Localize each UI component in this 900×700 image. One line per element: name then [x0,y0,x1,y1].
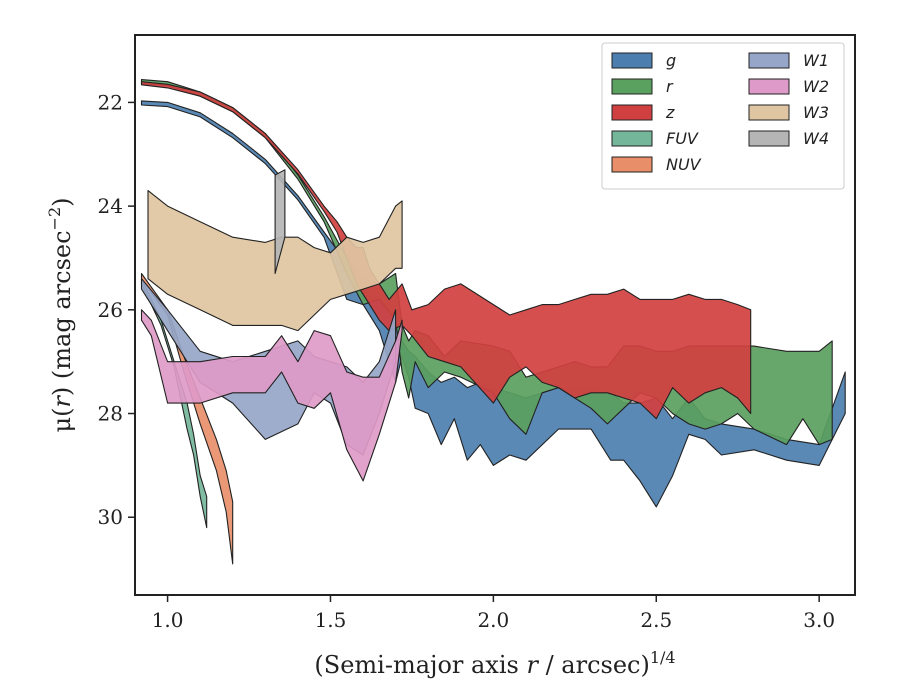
legend-label-w3: W3 [803,103,829,122]
legend-label-r: r [666,77,674,96]
y-tick-label: 30 [98,505,123,529]
legend-label-w1: W1 [803,51,829,70]
x-tick-label: 3.0 [803,608,835,632]
series-bands [140,79,846,565]
y-tick-label: 22 [98,90,123,114]
band-w2 [140,309,403,482]
x-tick-label: 2.5 [640,608,672,632]
legend-swatch-nuv [611,156,653,173]
y-tick-label: 28 [98,402,123,426]
y-axis-label-post: ) [48,197,76,206]
legend-label-w2: W2 [803,77,829,96]
x-tick-label: 1.0 [152,608,184,632]
legend: grz FUV NUV W1 W2 W3 W4 [601,42,845,190]
x-axis-ticks: 1.0 1.5 2.0 2.5 3.0 [152,595,835,632]
legend-swatch-w2 [748,78,790,95]
plot-frame [134,34,856,596]
x-axis-label-pre: (Semi-major axis [314,651,526,679]
y-axis-label-var: r [48,395,76,408]
y-tick-label: 26 [98,298,123,322]
band-w4 [274,169,286,275]
y-axis-label-mid: ) (mag arcsec [48,230,76,396]
x-axis-label-sup: 1/4 [650,648,676,667]
legend-swatch-fuv [611,130,653,147]
legend-swatch-w3 [748,104,790,121]
x-axis-label-var: r [526,651,539,679]
legend-label-w4: W4 [803,129,829,148]
x-axis-label-post: / arcsec) [538,651,650,679]
y-axis-ticks: 22 24 26 28 30 [98,90,135,529]
legend-swatch-w1 [748,52,790,69]
legend-swatch-z [611,104,653,121]
y-axis-label: μ(r) (mag arcsec−2) [45,197,76,432]
legend-label-g: g [666,51,676,70]
x-tick-label: 1.5 [315,608,347,632]
legend-label-nuv: NUV [666,155,702,174]
legend-label-z: z [665,103,675,122]
x-axis-label: (Semi-major axis r / arcsec)1/4 [314,648,675,679]
legend-swatch-w4 [748,130,790,147]
x-tick-label: 2.0 [477,608,509,632]
y-axis-label-pre: μ( [48,408,76,433]
legend-label-fuv: FUV [666,129,699,148]
y-tick-label: 24 [98,194,123,218]
legend-swatch-g [611,52,653,69]
legend-swatch-r [611,78,653,95]
y-axis-label-sup: −2 [45,207,64,231]
